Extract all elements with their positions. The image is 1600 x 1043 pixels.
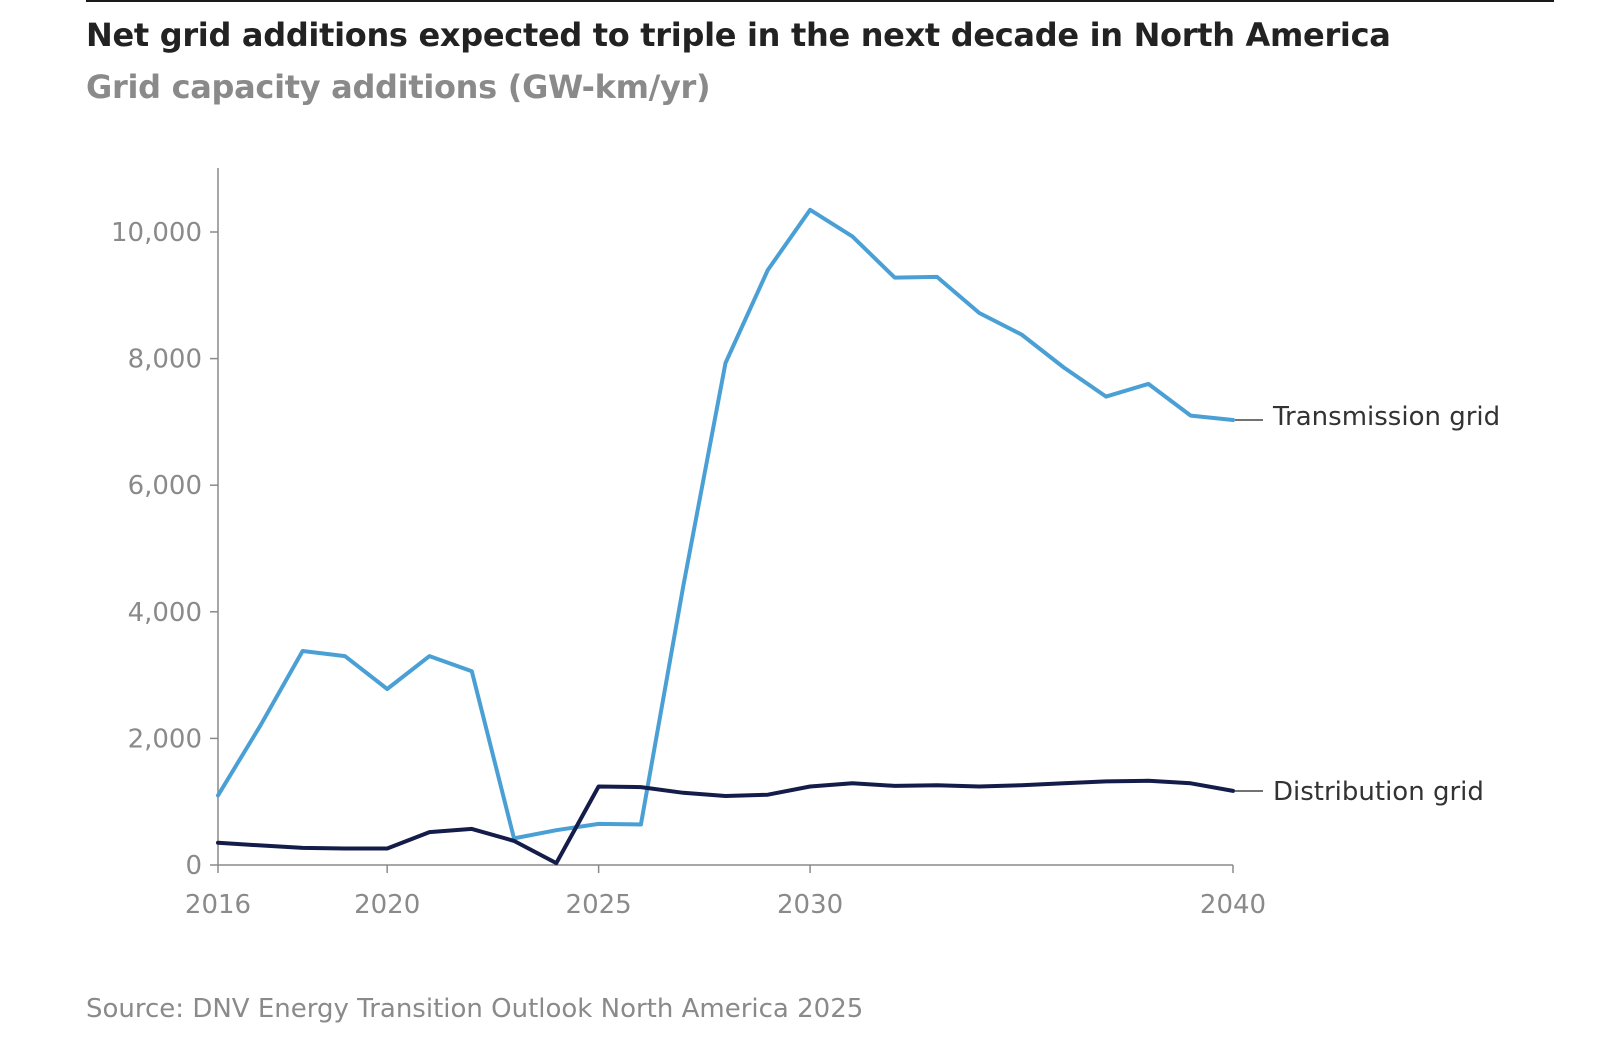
x-tick-label: 2030 — [777, 890, 843, 920]
y-tick-label: 4,000 — [128, 598, 202, 628]
distribution-grid-label: Distribution grid — [1273, 777, 1484, 807]
x-tick-label: 2016 — [185, 890, 251, 920]
transmission-grid-label: Transmission grid — [1272, 402, 1500, 432]
x-tick-label: 2040 — [1200, 890, 1266, 920]
transmission-grid-line — [216, 207, 1235, 841]
distribution-grid-line — [216, 778, 1235, 866]
x-tick-label: 2025 — [566, 890, 632, 920]
chart-subtitle: Grid capacity additions (GW-km/yr) — [86, 68, 711, 106]
x-tick-label: 2020 — [354, 890, 420, 920]
y-tick-label: 2,000 — [128, 724, 202, 754]
y-tick-label: 8,000 — [128, 345, 202, 375]
y-tick-label: 6,000 — [128, 471, 202, 501]
y-tick-label: 10,000 — [111, 218, 202, 248]
chart-title: Net grid additions expected to triple in… — [86, 16, 1391, 54]
series-labels: Transmission grid Distribution grid — [1235, 402, 1500, 807]
source-note: Source: DNV Energy Transition Outlook No… — [86, 994, 864, 1024]
top-rule — [86, 0, 1554, 2]
y-tick-label: 0 — [185, 851, 202, 881]
chart-axes: 0 2,000 4,000 6,000 8,000 10,000 2016 2020 2025 2… — [111, 168, 1266, 920]
chart-series — [216, 207, 1235, 866]
line-chart: 0 2,000 4,000 6,000 8,000 10,000 2016 2020 2025 2… — [111, 168, 1500, 920]
